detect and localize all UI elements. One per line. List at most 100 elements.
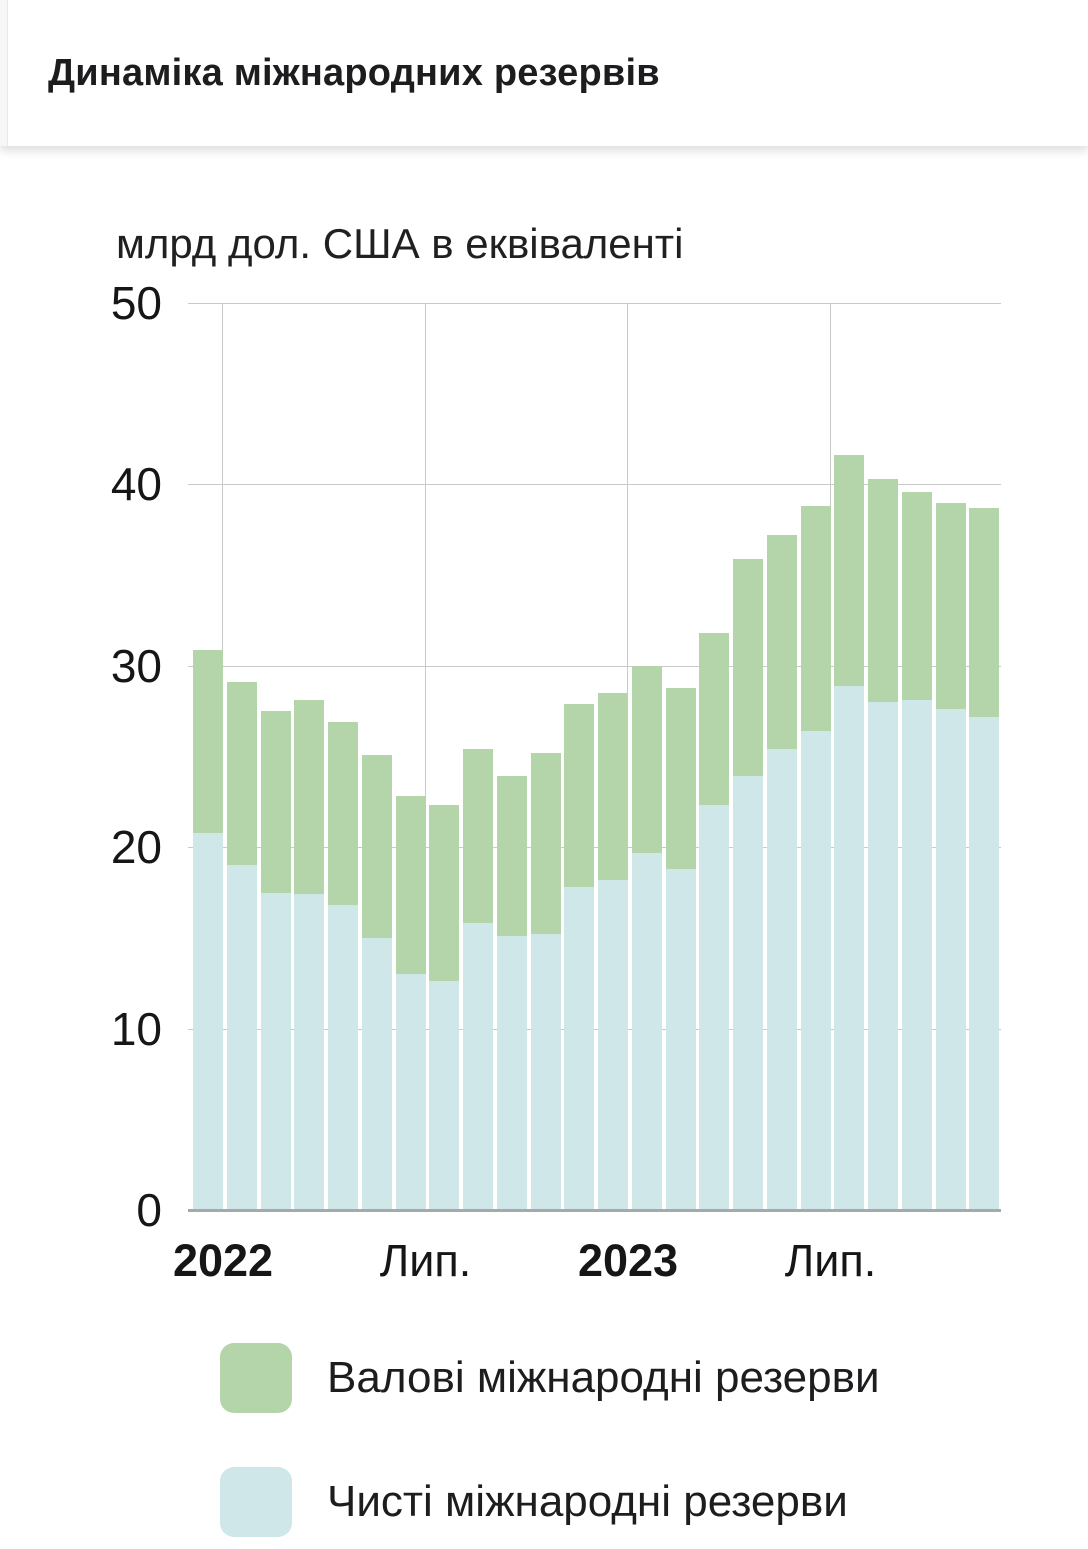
bar-stack-14	[631, 665, 662, 1210]
bar-stack-17	[733, 558, 763, 1210]
x-tick-label-2023: 2023	[577, 1235, 679, 1286]
h-gridline-20	[188, 847, 1001, 849]
bar-segment-net	[665, 868, 696, 1210]
bar-segment-net	[631, 852, 662, 1210]
bar-segment-gross	[564, 703, 595, 888]
legend-item-2: Чисті міжнародні резерви	[220, 1467, 848, 1537]
bar-segment-gross	[868, 478, 898, 703]
plot-area	[188, 303, 1001, 1210]
bar-stack-2	[226, 682, 257, 1210]
bar-stack-24	[969, 507, 1000, 1210]
bar-segment-gross	[530, 752, 561, 935]
bar-segment-net	[564, 887, 595, 1210]
bar-segment-net	[935, 709, 966, 1210]
bar-segment-net	[733, 776, 763, 1210]
bar-segment-net	[969, 716, 1000, 1210]
bar-segment-net	[193, 832, 223, 1210]
bar-segment-gross	[395, 796, 426, 975]
h-gridline-50	[188, 303, 1001, 304]
y-axis-unit-label: млрд дол. США в еквіваленті	[116, 220, 684, 267]
bar-segment-gross	[969, 507, 1000, 717]
bar-segment-net	[800, 731, 831, 1210]
bar-segment-net	[260, 892, 291, 1210]
bar-segment-gross	[834, 455, 865, 686]
bar-segment-gross	[463, 749, 493, 924]
bar-stack-20	[834, 455, 865, 1210]
bar-segment-net	[834, 685, 865, 1210]
y-tick-label-50: 50	[110, 277, 162, 329]
legend-label: Валові міжнародні резерви	[327, 1353, 880, 1402]
bar-segment-net	[429, 981, 460, 1210]
bar-stack-13	[598, 693, 628, 1210]
x-tick-label-Лип.: Лип.	[784, 1235, 877, 1286]
bar-stack-15	[665, 687, 696, 1210]
bar-stack-22	[901, 491, 932, 1210]
bar-segment-gross	[699, 633, 730, 806]
bar-stack-11	[530, 752, 561, 1210]
bar-stack-8	[429, 805, 460, 1210]
bar-segment-gross	[361, 754, 392, 938]
bar-stack-6	[361, 754, 392, 1210]
bar-segment-gross	[766, 535, 797, 750]
bar-segment-gross	[226, 682, 257, 866]
x-axis-line	[188, 1209, 1001, 1212]
bar-segment-net	[294, 894, 325, 1210]
bar-stack-10	[496, 776, 527, 1210]
bar-segment-net	[361, 937, 392, 1210]
bar-segment-gross	[328, 722, 358, 906]
bar-segment-net	[395, 974, 426, 1210]
bar-stack-9	[463, 749, 493, 1210]
bar-segment-net	[868, 702, 898, 1210]
bar-segment-gross	[631, 665, 662, 853]
y-tick-label-0: 0	[136, 1184, 162, 1236]
bar-segment-net	[496, 936, 527, 1210]
bar-segment-gross	[496, 776, 527, 937]
bar-segment-gross	[294, 700, 325, 895]
y-tick-label-40: 40	[110, 458, 162, 511]
bar-segment-net	[766, 749, 797, 1210]
header-card: Динаміка міжнародних резервів	[0, 0, 1088, 146]
x-tick-label-2022: 2022	[172, 1235, 274, 1286]
bar-segment-net	[699, 805, 730, 1210]
h-gridline-10	[188, 1028, 1001, 1030]
bar-stack-21	[868, 478, 898, 1210]
bar-segment-gross	[665, 687, 696, 869]
h-gridline-30	[188, 665, 1001, 667]
v-gridline-Лип.	[424, 303, 426, 1210]
y-tick-label-10: 10	[110, 1002, 162, 1055]
bar-segment-net	[463, 923, 493, 1210]
legend-swatch	[220, 1467, 292, 1537]
h-gridline-40	[188, 484, 1001, 486]
bar-segment-net	[328, 905, 358, 1210]
y-tick-label-30: 30	[110, 639, 162, 692]
bar-segment-net	[598, 879, 628, 1210]
bar-segment-gross	[800, 506, 831, 732]
legend-label: Чисті міжнародні резерви	[327, 1477, 848, 1526]
bar-stack-1	[193, 649, 223, 1210]
bar-segment-gross	[260, 711, 291, 893]
bar-segment-net	[530, 934, 561, 1210]
bar-segment-gross	[598, 693, 628, 880]
x-tick-label-Лип.: Лип.	[379, 1235, 472, 1286]
bar-stack-23	[935, 502, 966, 1210]
bar-segment-gross	[901, 491, 932, 701]
bar-segment-net	[901, 700, 932, 1210]
bar-stack-18	[766, 535, 797, 1210]
bar-segment-gross	[193, 649, 223, 833]
bar-stack-7	[395, 796, 426, 1210]
legend-item-1: Валові міжнародні резерви	[220, 1343, 880, 1413]
bar-stack-4	[294, 700, 325, 1210]
bar-stack-3	[260, 711, 291, 1210]
bar-stack-12	[564, 703, 595, 1210]
bar-segment-gross	[429, 805, 460, 982]
bar-segment-gross	[935, 502, 966, 710]
page-title: Динаміка міжнародних резервів	[48, 51, 660, 94]
bar-stack-16	[699, 633, 730, 1210]
y-tick-label-20: 20	[110, 821, 162, 874]
bar-segment-gross	[733, 558, 763, 777]
legend-swatch	[220, 1343, 292, 1413]
bar-segment-net	[226, 865, 257, 1210]
bar-stack-19	[800, 506, 831, 1210]
bar-stack-5	[328, 722, 358, 1210]
